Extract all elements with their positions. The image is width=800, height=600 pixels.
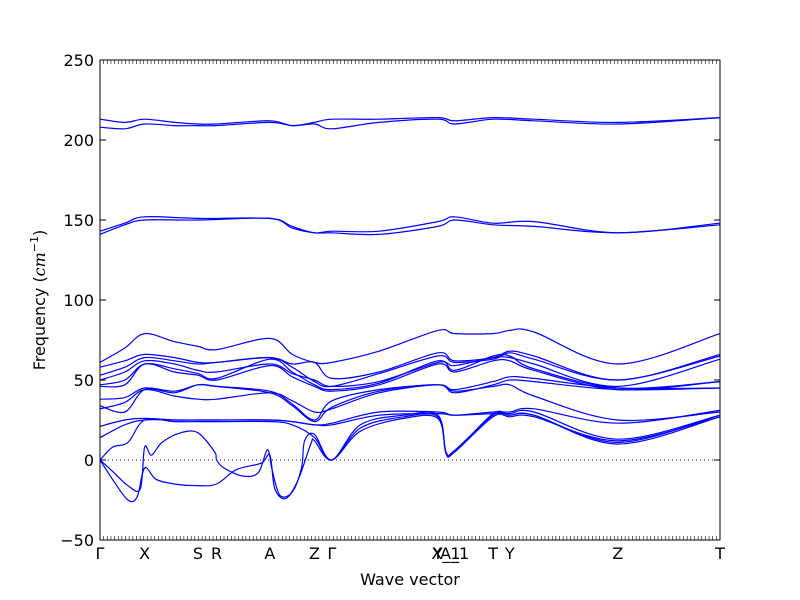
y-tick-label: 250 — [63, 51, 94, 70]
band-line-3 — [99, 216, 721, 234]
x-tick-label-8: Y — [432, 544, 443, 563]
y-axis-label-close: ) — [30, 230, 49, 236]
y-axis-label-text: Frequency ( — [30, 276, 49, 370]
x-axis-label: Wave vector — [360, 570, 460, 589]
band-lines — [99, 116, 721, 503]
band-line-9 — [99, 353, 721, 391]
plot-background — [100, 60, 720, 540]
y-tick-label: 0 — [84, 451, 94, 470]
x-tick-label-1: Γ — [96, 544, 105, 563]
band-line-6 — [99, 350, 721, 381]
band-line-4 — [99, 217, 721, 236]
x-tick-label-3: S — [193, 544, 203, 563]
y-tick-label: 100 — [63, 291, 94, 310]
x-tick-label-5: A — [264, 544, 275, 563]
y-axis-label-exponent: −1 — [28, 236, 41, 252]
y-axis-label-unit: cm — [30, 252, 49, 276]
x-tick-label-11: T — [487, 544, 498, 563]
band-line-2 — [99, 117, 721, 130]
y-axis-label: Frequency (cm−1) — [28, 230, 49, 371]
x-tick-label-12: Y — [504, 544, 515, 563]
y-tick-label: 200 — [63, 131, 94, 150]
x-tick-label-6: Z — [309, 544, 320, 563]
band-line-1 — [99, 116, 721, 127]
band-line-15 — [99, 409, 721, 440]
y-tick-label: −50 — [60, 531, 94, 550]
band-line-10 — [99, 358, 721, 392]
y-tick-label: 150 — [63, 211, 94, 230]
x-tick-label-4: R — [211, 544, 222, 563]
x-tick-label-7: Γ — [327, 544, 336, 563]
band-line-5 — [99, 328, 721, 365]
band-line-13 — [99, 383, 721, 422]
band-line-8 — [99, 356, 721, 388]
x-tick-label-2: X — [139, 544, 150, 563]
x-tick-label-13: Z — [612, 544, 623, 563]
y-tick-label: 50 — [74, 371, 94, 390]
x-axis-ticks: Γ X S R A Z Γ YX_1A_1 T Y Z T — [96, 60, 725, 564]
plot-frame — [99, 59, 721, 541]
x-tick-label-9: X_1 — [431, 544, 460, 564]
band-line-7 — [99, 352, 721, 388]
band-line-18 — [99, 413, 721, 503]
y-axis-ticks: −50 0 50 100 150 200 250 — [60, 51, 720, 550]
x-tick-label-14: T — [714, 544, 725, 563]
x-tick-label-10: A_1 — [440, 544, 469, 564]
band-line-11 — [99, 375, 721, 421]
